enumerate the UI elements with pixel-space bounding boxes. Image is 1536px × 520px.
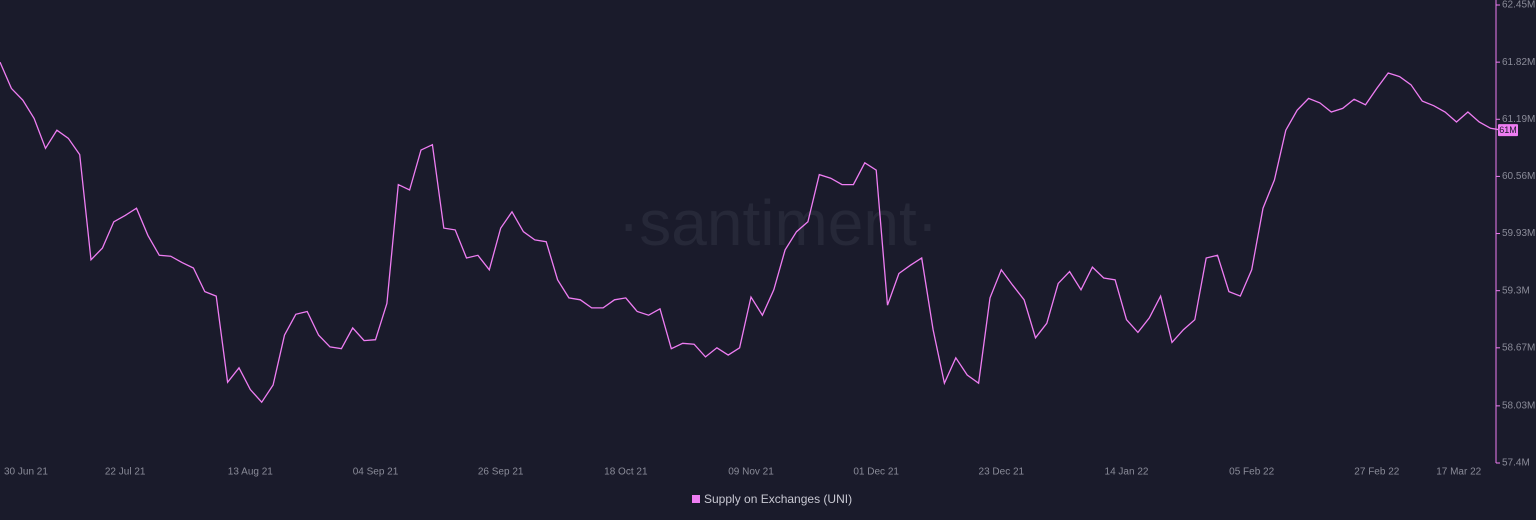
last-value-tag — [1498, 124, 1518, 137]
legend-swatch — [692, 495, 700, 503]
watermark: ·santiment· — [618, 187, 938, 259]
x-tick-label: 14 Jan 22 — [1105, 467, 1149, 478]
y-tick-label: 61.82M — [1502, 57, 1535, 68]
x-tick-label: 27 Feb 22 — [1354, 467, 1399, 478]
last-value-label: 61M — [1499, 125, 1517, 135]
y-tick-label: 61.19M — [1502, 114, 1535, 125]
x-tick-label: 04 Sep 21 — [353, 467, 399, 478]
y-tick-label: 60.56M — [1502, 171, 1535, 182]
x-tick-label: 05 Feb 22 — [1229, 467, 1274, 478]
x-tick-label: 30 Jun 21 — [4, 467, 48, 478]
line-series — [0, 61, 1503, 404]
x-tick-label: 13 Aug 21 — [228, 467, 273, 478]
x-tick-label: 01 Dec 21 — [853, 467, 899, 478]
legend-label: Supply on Exchanges (UNI) — [704, 492, 852, 506]
y-tick-label: 62.45M — [1502, 0, 1535, 11]
y-tick-label: 58.67M — [1502, 342, 1535, 353]
y-tick-label: 59.3M — [1502, 285, 1530, 296]
x-tick-label: 23 Dec 21 — [979, 467, 1025, 478]
x-tick-label: 09 Nov 21 — [728, 467, 774, 478]
y-tick-label: 57.4M — [1502, 458, 1530, 469]
x-tick-label: 26 Sep 21 — [478, 467, 524, 478]
x-tick-label: 18 Oct 21 — [604, 467, 648, 478]
x-tick-label: 17 Mar 22 — [1436, 467, 1481, 478]
x-tick-label: 22 Jul 21 — [105, 467, 146, 478]
y-tick-label: 59.93M — [1502, 228, 1535, 239]
y-tick-label: 58.03M — [1502, 401, 1535, 412]
